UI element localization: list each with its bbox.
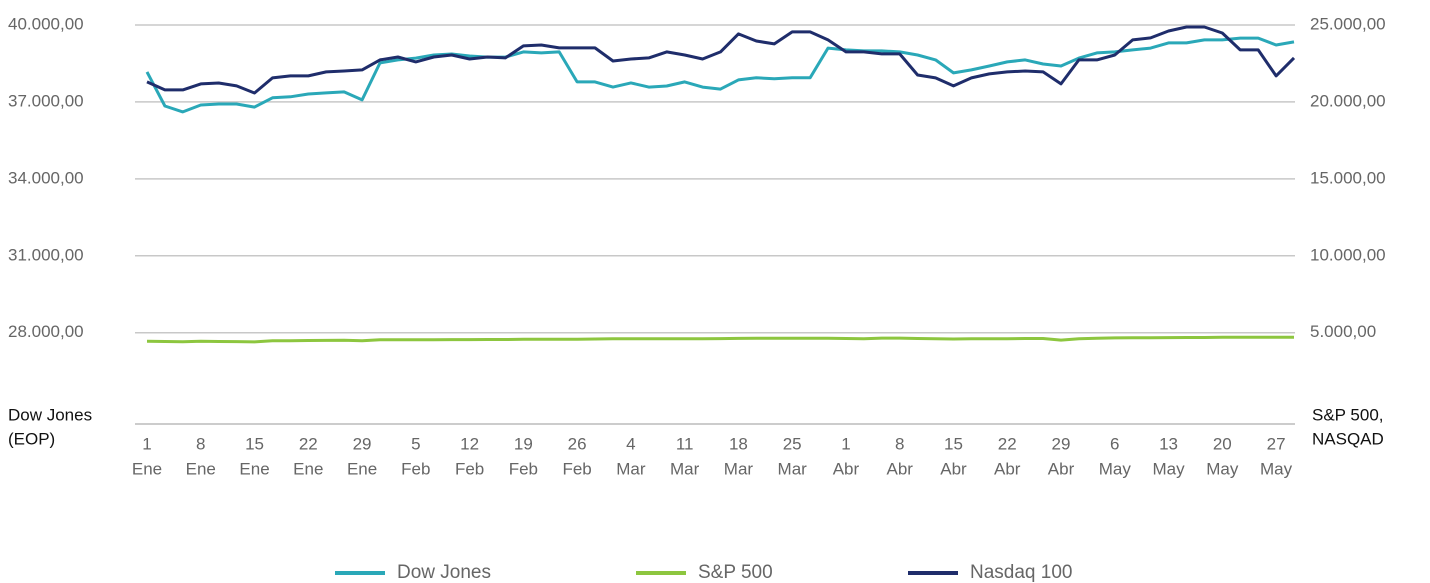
- x-tick-label: 29: [353, 434, 372, 453]
- x-tick-label: May: [1099, 459, 1132, 478]
- x-tick-label: 29: [1052, 434, 1071, 453]
- x-tick-label: 15: [944, 434, 963, 453]
- y-axis-label: (EOP): [8, 429, 55, 448]
- x-tick-label: 26: [568, 434, 587, 453]
- x-tick-label: 25: [783, 434, 802, 453]
- y-tick-label: 31.000,00: [8, 245, 84, 264]
- y-tick-label: 40.000,00: [8, 14, 84, 33]
- y2-axis-label: S&P 500,: [1312, 405, 1384, 424]
- y2-tick-label: 15.000,00: [1310, 168, 1386, 187]
- x-tick-label: 8: [196, 434, 205, 453]
- x-tick-label: 19: [514, 434, 533, 453]
- x-tick-label: Ene: [186, 459, 216, 478]
- y-axis-label: Dow Jones: [8, 405, 92, 424]
- x-tick-label: Mar: [778, 459, 808, 478]
- x-tick-label: Abr: [833, 459, 860, 478]
- series-line: [146, 25, 1296, 95]
- x-tick-label: May: [1260, 459, 1293, 478]
- x-tick-label: Ene: [239, 459, 269, 478]
- x-tick-label: Abr: [994, 459, 1021, 478]
- y2-tick-label: 25.000,00: [1310, 14, 1386, 33]
- y-tick-label: 34.000,00: [8, 168, 84, 187]
- legend-label: S&P 500: [698, 562, 773, 583]
- x-tick-label: 5: [411, 434, 420, 453]
- x-tick-label: May: [1152, 459, 1185, 478]
- x-tick-label: Feb: [562, 459, 591, 478]
- x-tick-label: 11: [676, 434, 694, 453]
- x-tick-label: Abr: [940, 459, 967, 478]
- x-tick-label: 13: [1159, 434, 1178, 453]
- y2-tick-label: 20.000,00: [1310, 91, 1386, 110]
- x-tick-label: 1: [142, 434, 151, 453]
- legend-label: Dow Jones: [397, 562, 491, 583]
- x-tick-label: Ene: [132, 459, 162, 478]
- y-tick-label: 37.000,00: [8, 91, 84, 110]
- x-tick-label: Mar: [724, 459, 754, 478]
- x-tick-label: 6: [1110, 434, 1119, 453]
- y2-axis-label: NASQAD: [1312, 429, 1384, 448]
- x-tick-label: Feb: [455, 459, 484, 478]
- x-tick-label: 18: [729, 434, 748, 453]
- y2-tick-label: 5.000,00: [1310, 322, 1376, 341]
- x-tick-label: Feb: [401, 459, 430, 478]
- x-tick-label: 22: [998, 434, 1017, 453]
- legend-label: Nasdaq 100: [970, 562, 1072, 583]
- x-tick-label: 20: [1213, 434, 1232, 453]
- x-tick-label: 4: [626, 434, 635, 453]
- x-tick-label: Abr: [886, 459, 913, 478]
- x-tick-label: May: [1206, 459, 1239, 478]
- x-tick-label: 8: [895, 434, 904, 453]
- x-tick-label: Ene: [347, 459, 377, 478]
- x-tick-label: Ene: [293, 459, 323, 478]
- x-tick-label: 27: [1267, 434, 1286, 453]
- x-tick-label: Mar: [670, 459, 700, 478]
- y-tick-label: 28.000,00: [8, 322, 84, 341]
- x-tick-label: Mar: [616, 459, 646, 478]
- x-tick-label: 22: [299, 434, 318, 453]
- x-tick-label: Feb: [509, 459, 538, 478]
- x-tick-label: 12: [460, 434, 479, 453]
- x-tick-label: Abr: [1048, 459, 1075, 478]
- series-line: [146, 335, 1294, 344]
- x-tick-label: 1: [841, 434, 850, 453]
- y2-tick-label: 10.000,00: [1310, 245, 1386, 264]
- x-tick-label: 15: [245, 434, 264, 453]
- series-line: [145, 36, 1295, 114]
